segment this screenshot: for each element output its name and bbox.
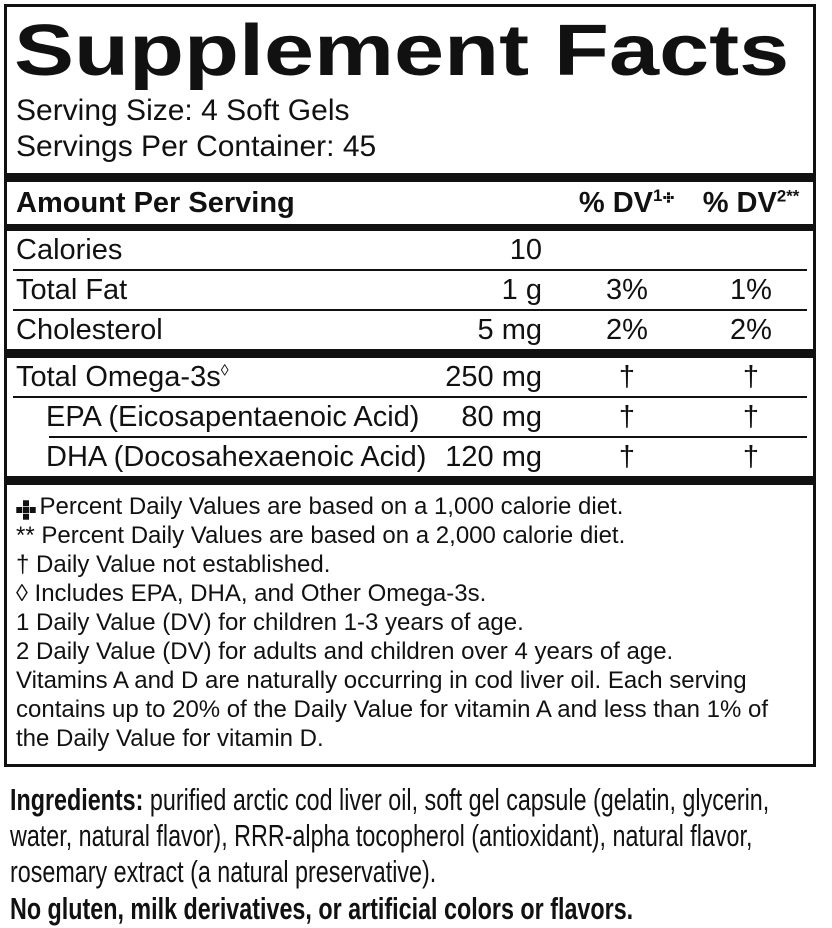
nutrient-row-calories: Calories 10	[7, 231, 813, 269]
dv2-value: 2%	[730, 313, 772, 346]
nutrient-name: Total Omega-3s◊	[16, 361, 396, 394]
serving-info: Serving Size: 4 Soft Gels Servings Per C…	[16, 93, 813, 165]
lozenge-icon: ◊	[220, 361, 229, 379]
dv2-sup: 2**	[776, 185, 800, 205]
dv2-value: †	[742, 440, 760, 473]
nutrient-name: DHA (Docosahexaenoic Acid)	[46, 440, 427, 473]
dv1-value: 3%	[606, 273, 648, 306]
row-divider	[13, 269, 807, 271]
footnotes: Percent Daily Values are based on a 1,00…	[7, 485, 813, 761]
thick-divider-mid	[7, 349, 813, 358]
nutrient-amount: 1 g	[501, 273, 542, 306]
ingredients-text: purified arctic cod liver oil, soft gel …	[10, 782, 770, 889]
supplement-facts-panel: Supplement Facts Serving Size: 4 Soft Ge…	[4, 4, 816, 767]
dv2-label: % DV	[702, 186, 777, 219]
dv1-value: 2%	[606, 313, 648, 346]
ingredients-paragraph: Ingredients: purified arctic cod liver o…	[10, 782, 831, 890]
footnote-lozenge: ◊ Includes EPA, DHA, and Other Omega-3s.	[16, 580, 487, 607]
column-header-row: Amount Per Serving % DV1 % DV2**	[7, 182, 813, 224]
nutrient-row-total-omega3s: Total Omega-3s◊ 250 mg † †	[7, 358, 813, 396]
ingredients-lead: Ingredients:	[10, 782, 144, 817]
header-divider	[7, 224, 813, 231]
dv2-value: †	[742, 360, 760, 393]
nutrient-row-dha: DHA (Docosahexaenoic Acid) 120 mg † †	[7, 438, 813, 476]
footnote-double-asterisk: ** Percent Daily Values are based on a 2…	[16, 522, 626, 549]
panel-title: Supplement Facts	[14, 11, 790, 91]
servings-per-container: Servings Per Container: 45	[16, 130, 377, 163]
dv1-value: †	[618, 440, 636, 473]
nutrient-row-cholesterol: Cholesterol 5 mg 2% 2%	[7, 311, 813, 349]
nutrient-name: Calories	[16, 233, 123, 266]
thick-divider-bottom	[7, 476, 813, 485]
dv1-column-header: % DV1	[556, 187, 698, 220]
dv2-value: 1%	[730, 273, 772, 306]
cross-icon	[666, 195, 671, 200]
dv1-value: †	[618, 400, 636, 433]
footnote-vitamins: Vitamins A and D are naturally occurring…	[16, 667, 769, 752]
nutrient-amount: 10	[509, 233, 542, 266]
nutrient-name: Total Fat	[16, 273, 128, 306]
below-panel-text: Ingredients: purified arctic cod liver o…	[10, 782, 831, 927]
nutrient-amount: 5 mg	[477, 313, 542, 346]
footnote-1: 1 Daily Value (DV) for children 1-3 year…	[16, 609, 524, 636]
allergen-statement: No gluten, milk derivatives, or artifici…	[10, 891, 634, 926]
cross-icon	[23, 506, 30, 514]
amount-per-serving-header: Amount Per Serving	[16, 186, 295, 219]
nutrient-amount: 250 mg	[445, 360, 542, 393]
dv2-value: †	[742, 400, 760, 433]
nutrient-amount: 120 mg	[445, 440, 542, 473]
thick-divider-top	[7, 173, 813, 182]
footnote-2: 2 Daily Value (DV) for adults and childr…	[16, 638, 674, 665]
serving-size: Serving Size: 4 Soft Gels	[16, 94, 350, 127]
row-divider-indented	[49, 436, 807, 438]
footnote-dagger: † Daily Value not established.	[16, 551, 331, 578]
nutrient-amount: 80 mg	[461, 400, 542, 433]
row-divider	[13, 309, 807, 311]
nutrient-name-text: Total Omega-3s	[16, 360, 221, 393]
dv1-label: % DV	[578, 186, 654, 219]
dv1-value: †	[618, 360, 636, 393]
nutrient-name: EPA (Eicosapentaenoic Acid)	[46, 400, 420, 433]
dv1-sup: 1	[653, 185, 663, 205]
nutrient-row-epa: EPA (Eicosapentaenoic Acid) 80 mg † †	[7, 398, 813, 436]
row-divider	[13, 396, 807, 398]
nutrient-name: Cholesterol	[16, 313, 163, 346]
footnote-text: Percent Daily Values are based on a 1,00…	[39, 493, 624, 520]
footnote-cross: Percent Daily Values are based on a 1,00…	[16, 492, 804, 521]
dv2-column-header: % DV2**	[698, 187, 804, 220]
nutrient-row-total-fat: Total Fat 1 g 3% 1%	[7, 271, 813, 309]
